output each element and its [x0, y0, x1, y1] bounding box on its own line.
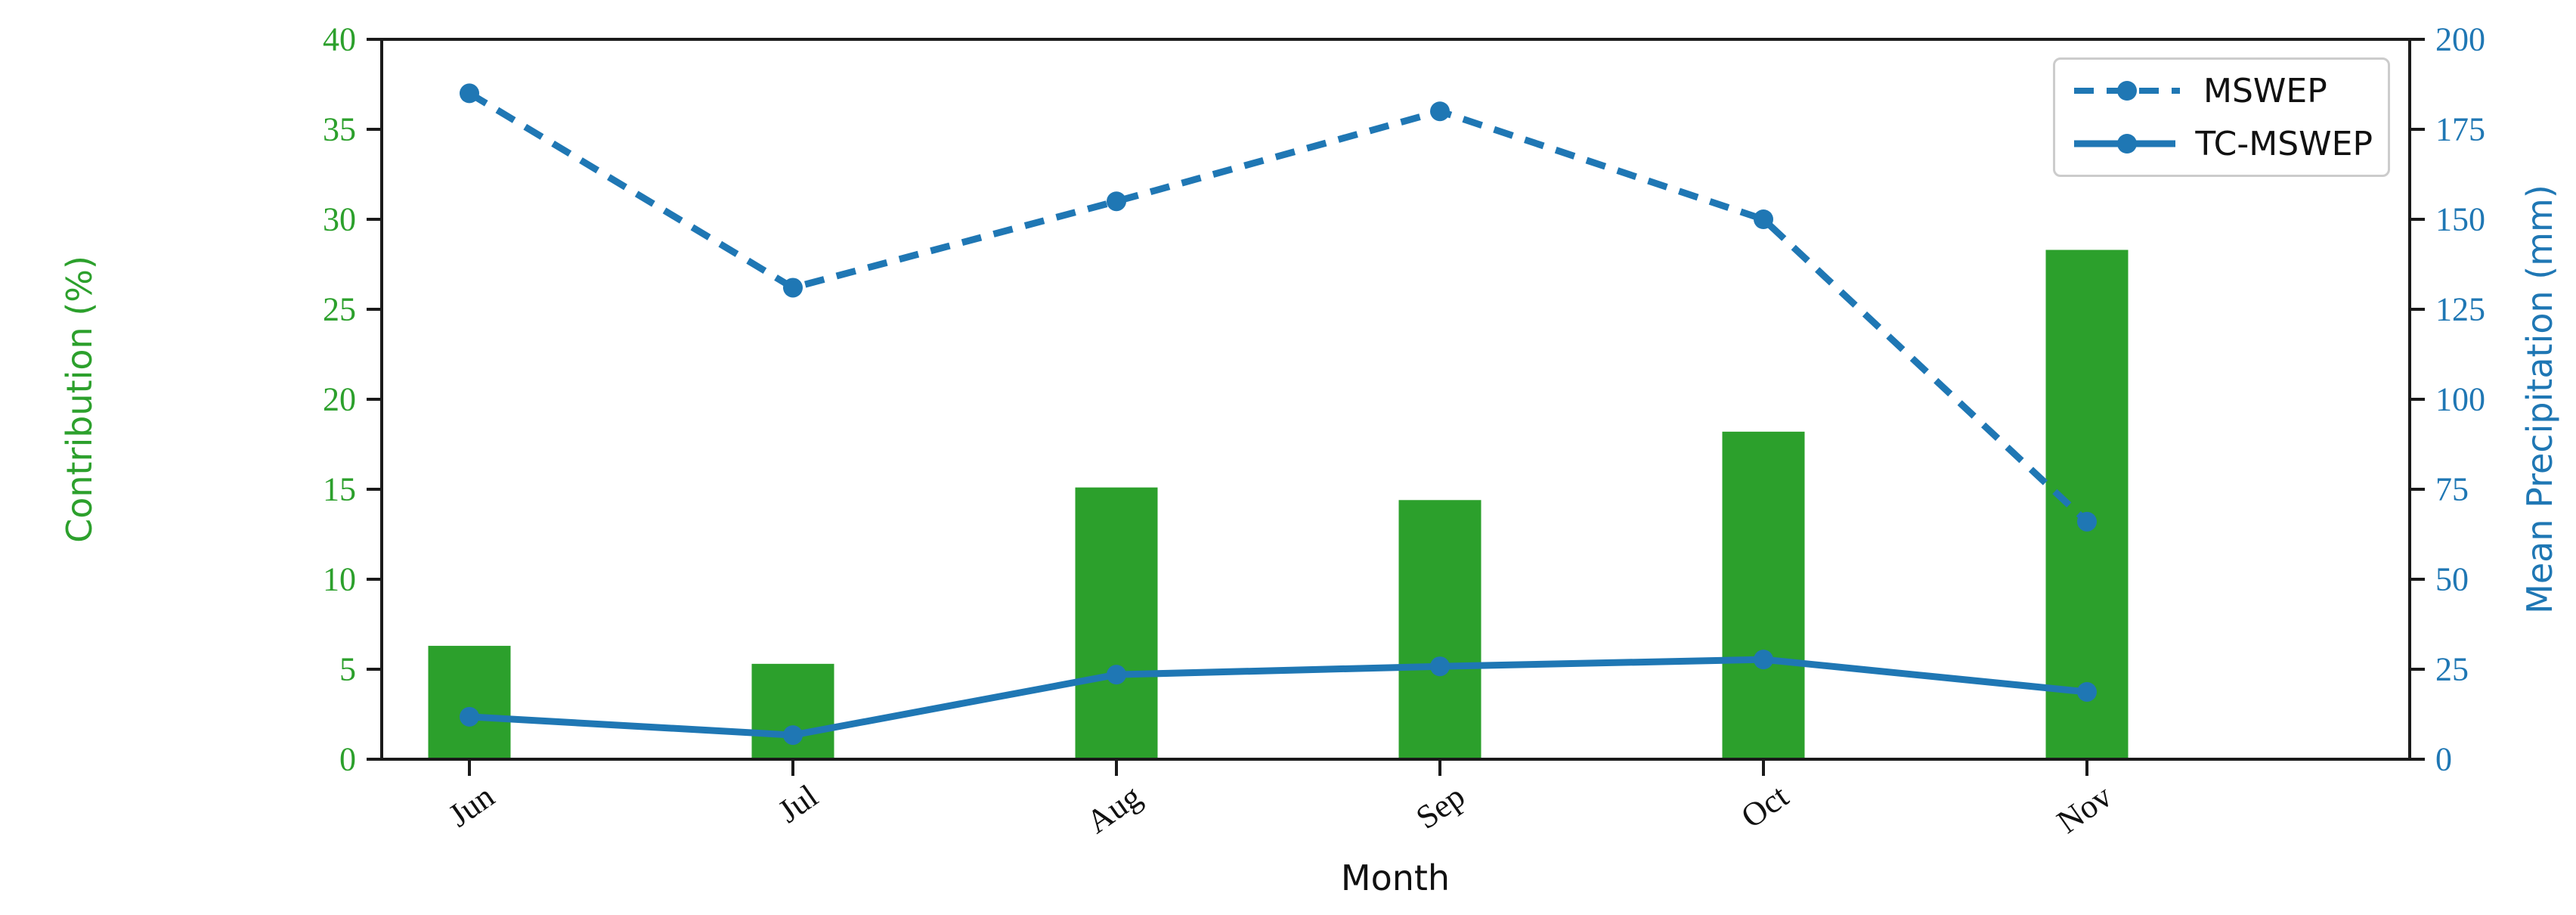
mswep-marker-oct [1754, 209, 1773, 229]
tc-mswep-marker-sep [1430, 656, 1450, 677]
x-tick-label-oct: Oct [1735, 777, 1795, 836]
right-tick-label-0: 0 [2435, 741, 2452, 778]
left-tick-label-0: 0 [339, 741, 356, 778]
left-tick-label-20: 20 [323, 381, 356, 418]
right-tick-label-50: 50 [2435, 561, 2469, 598]
x-axis-label: Month [1340, 858, 1451, 898]
left-tick-label-5: 5 [339, 651, 356, 688]
left-axis-ticks: 0 5 10 15 20 25 30 35 40 [323, 21, 382, 778]
tc-mswep-marker-nov [2077, 681, 2097, 702]
bar-nov [2045, 250, 2129, 760]
tc-mswep-marker-jun [460, 706, 479, 727]
right-tick-label-100: 100 [2435, 381, 2485, 418]
mswep-marker-jul [783, 278, 803, 298]
x-axis-ticks: Jun Jul Aug Sep Oct Nov [442, 759, 2119, 841]
left-tick-label-25: 25 [323, 291, 356, 328]
tc-mswep-line [469, 656, 2088, 739]
legend-item-tc-mswep: TC-MSWEP [2070, 125, 2373, 163]
right-tick-label-175: 175 [2435, 111, 2485, 148]
mswep-line [467, 90, 2090, 525]
legend-label-tc-mswep: TC-MSWEP [2195, 124, 2373, 163]
right-tick-label-75: 75 [2435, 471, 2469, 508]
legend: MSWEP TC-MSWEP [2053, 57, 2390, 177]
left-tick-label-10: 10 [323, 561, 356, 598]
x-tick-label-aug: Aug [1080, 777, 1148, 841]
tc-mswep-marker-oct [1754, 650, 1773, 670]
legend-item-mswep: MSWEP [2070, 72, 2373, 110]
bar-oct [1722, 431, 1805, 759]
x-tick-label-jun: Jun [442, 777, 501, 834]
bars-group [428, 250, 2129, 760]
mswep-marker-jun [460, 83, 479, 104]
mswep-marker-sep [1430, 101, 1450, 122]
right-axis-ticks: 0 25 50 75 100 125 150 175 200 [2410, 21, 2485, 778]
right-tick-label-200: 200 [2435, 21, 2485, 58]
right-tick-label-150: 150 [2435, 201, 2485, 238]
mswep-line-series [460, 83, 2097, 532]
right-tick-label-25: 25 [2435, 651, 2469, 688]
bar-jun [428, 646, 511, 759]
right-tick-label-125: 125 [2435, 291, 2485, 328]
tc-mswep-line-series [460, 650, 2097, 746]
left-tick-label-35: 35 [323, 111, 356, 148]
legend-label-mswep: MSWEP [2203, 71, 2327, 110]
left-tick-label-15: 15 [323, 471, 356, 508]
legend-sample-dashed-line [2074, 81, 2180, 101]
tc-mswep-marker-aug [1107, 665, 1126, 685]
bar-aug [1075, 487, 1158, 759]
left-y-axis-label: Contribution (%) [59, 256, 100, 543]
legend-sample-solid-line [2074, 134, 2176, 154]
x-tick-label-sep: Sep [1410, 777, 1472, 836]
tc-mswep-marker-jul [783, 725, 803, 746]
mswep-marker-nov [2077, 511, 2097, 532]
x-tick-label-nov: Nov [2051, 777, 2119, 841]
right-y-axis-label: Mean Precipitation (mm) [2519, 185, 2560, 614]
left-tick-label-30: 30 [323, 201, 356, 238]
bar-sep [1398, 500, 1482, 759]
x-tick-label-jul: Jul [772, 777, 825, 830]
left-tick-label-40: 40 [323, 21, 356, 58]
mswep-marker-aug [1107, 191, 1126, 212]
